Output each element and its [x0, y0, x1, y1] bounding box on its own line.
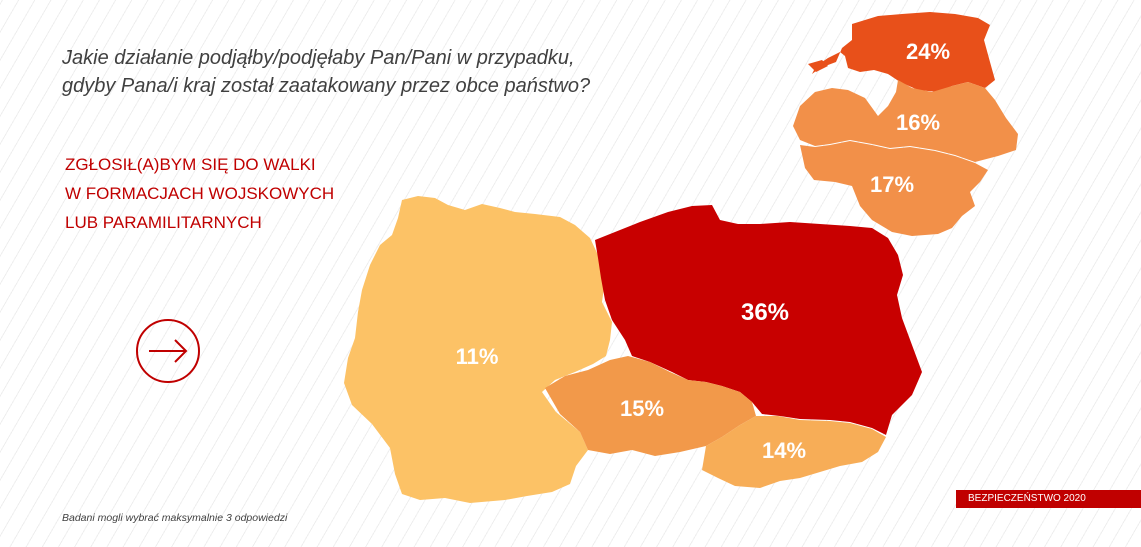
- region-latvia: 16%: [793, 80, 1018, 162]
- value-label-latvia: 16%: [896, 110, 940, 135]
- answer-label: ZGŁOSIŁ(A)BYM SIĘ DO WALKI W FORMACJACH …: [65, 150, 395, 237]
- question-line-2: gdyby Pana/i kraj został zaatakowany prz…: [62, 75, 591, 97]
- answer-line-2: W FORMACJACH WOJSKOWYCH: [65, 184, 335, 203]
- region-germany: 11%: [344, 196, 612, 503]
- report-badge: BEZPIECZEŃSTWO 2020: [956, 490, 1141, 508]
- region-czechia: 15%: [545, 356, 756, 456]
- value-label-germany: 11%: [456, 344, 499, 369]
- answer-line-1: ZGŁOSIŁ(A)BYM SIĘ DO WALKI: [65, 155, 316, 174]
- value-label-estonia: 24%: [906, 39, 950, 64]
- answer-line-3: LUB PARAMILITARNYCH: [65, 213, 262, 232]
- region-slovakia: 14%: [702, 416, 886, 488]
- value-label-czechia: 15%: [620, 396, 664, 421]
- question-line-1: Jakie działanie podjąłby/podjęłaby Pan/P…: [62, 47, 575, 69]
- question-text: Jakie działanie podjąłby/podjęłaby Pan/P…: [62, 44, 702, 100]
- value-label-slovakia: 14%: [762, 438, 806, 463]
- region-lithuania: 17%: [800, 141, 988, 236]
- region-poland: 36%: [595, 205, 922, 435]
- value-label-lithuania: 17%: [870, 172, 914, 197]
- region-estonia: 24%: [808, 12, 995, 92]
- footnote: Badani mogli wybrać maksymalnie 3 odpowi…: [62, 512, 288, 524]
- arrow-right-icon[interactable]: [135, 318, 201, 384]
- value-label-poland: 36%: [741, 299, 789, 326]
